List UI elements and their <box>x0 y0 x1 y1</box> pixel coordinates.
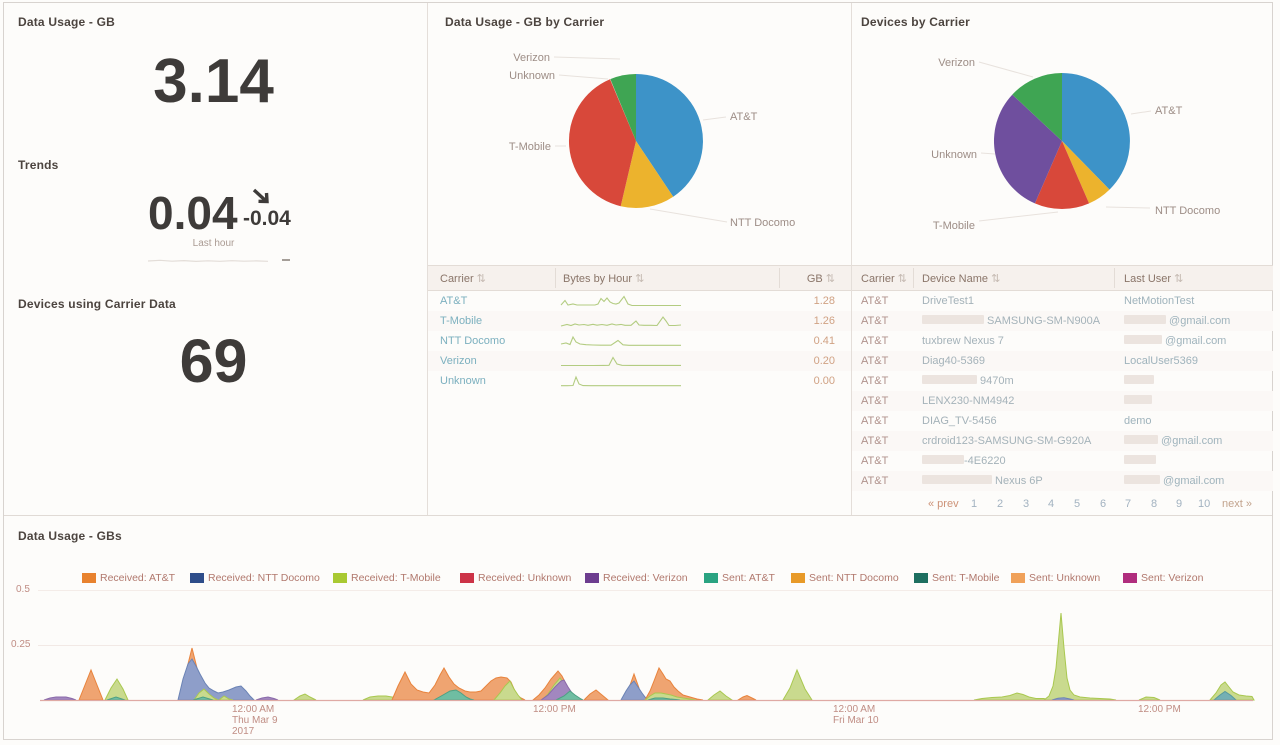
svg-text:NTT Docomo: NTT Docomo <box>730 217 795 229</box>
svg-text:Verizon: Verizon <box>513 52 550 64</box>
svg-text:Unknown: Unknown <box>931 149 977 161</box>
svg-text:T-Mobile: T-Mobile <box>509 141 551 153</box>
svg-text:AT&T: AT&T <box>730 111 758 123</box>
svg-text:Unknown: Unknown <box>509 70 555 82</box>
svg-text:T-Mobile: T-Mobile <box>933 220 975 232</box>
svg-text:NTT Docomo: NTT Docomo <box>1155 205 1220 217</box>
svg-text:Verizon: Verizon <box>938 57 975 69</box>
svg-text:AT&T: AT&T <box>1155 105 1183 117</box>
